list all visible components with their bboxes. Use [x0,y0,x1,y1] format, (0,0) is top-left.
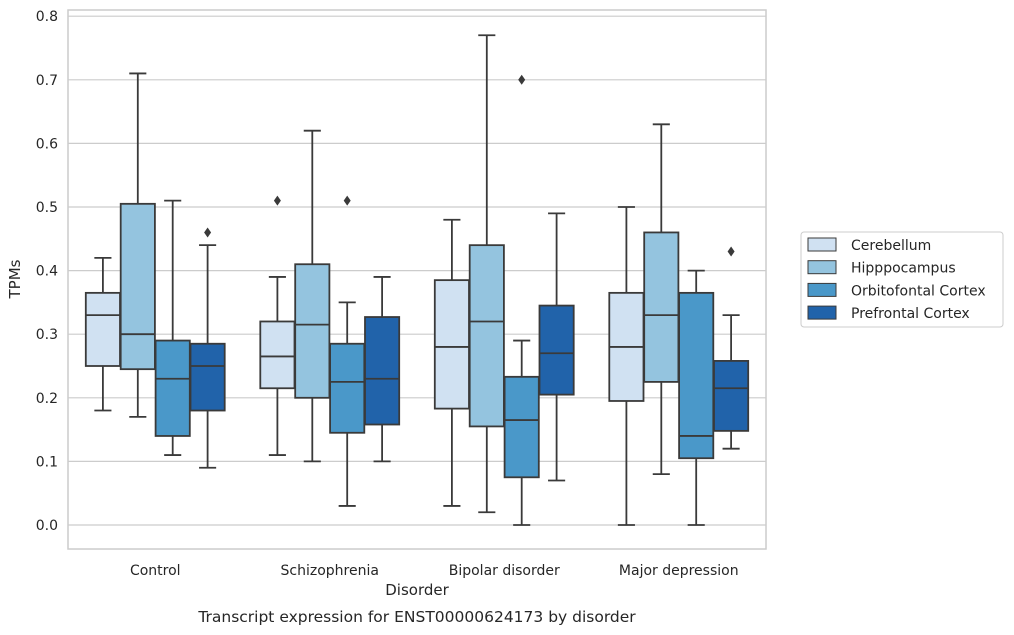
box-cerebellum [608,206,645,526]
box-hipppocampus [643,123,680,476]
box-hipppocampus [468,34,505,514]
iqr-box [329,342,366,434]
legend-label: Cerebellum [851,238,931,254]
legend-swatch [807,305,837,320]
iqr-box [468,244,505,428]
y-tick-label: 0.5 [36,200,58,216]
outlier-point [204,227,212,238]
iqr-box [538,304,575,396]
outlier-point [727,246,735,257]
y-axis-title: TPMs [6,259,24,299]
legend-frame [800,231,1004,328]
x-tick-labels: Control Schizophrenia Bipolar disorder Majo… [130,563,739,579]
y-tick-label: 0.8 [36,9,58,25]
legend-swatch [807,260,837,275]
box-cerebellum [84,256,121,412]
x-tick-label: Bipolar disorder [449,563,560,579]
iqr-box [154,339,191,437]
y-tick-label: 0.4 [36,264,58,280]
plot-frame [67,9,767,550]
legend-swatch [807,237,837,252]
x-tick-label: Schizophrenia [281,563,379,579]
x-tick-label: Major depression [619,563,739,579]
outlier-point [343,195,351,206]
iqr-box [84,291,121,367]
x-axis-title: Disorder [385,581,449,599]
box-cerebellum [433,218,470,507]
iqr-box [119,202,156,371]
iqr-box [259,320,296,390]
iqr-box [678,291,715,460]
legend-label: Prefrontal Cortex [851,306,970,322]
box-prefrontal-cortex [364,276,401,463]
box-orbitofontal-cortex [503,74,540,526]
figure-caption: Transcript expression for ENST0000062417… [197,608,636,626]
box-hipppocampus [294,129,331,463]
box-orbitofontal-cortex [329,195,366,507]
legend-label: Orbitofontal Cortex [851,283,986,299]
box-cerebellum [259,195,296,456]
iqr-box [503,375,540,479]
y-tick-label: 0.7 [36,73,58,89]
y-tick-labels: 0.0 0.1 0.2 0.3 0.4 0.5 0.6 0.7 0.8 [36,9,58,534]
iqr-box [713,360,750,432]
iqr-box [294,263,331,399]
box-prefrontal-cortex [713,246,750,450]
box-hipppocampus [119,72,156,418]
y-tick-label: 0.2 [36,391,58,407]
box-prefrontal-cortex [189,227,226,469]
legend: Cerebellum Hipppocampus Orbitofontal Corte… [800,231,1004,328]
legend-label: Hipppocampus [851,261,956,277]
outlier-point [518,74,526,85]
y-tick-label: 0.1 [36,454,58,470]
iqr-box [433,279,470,410]
iqr-box [643,231,680,383]
box-prefrontal-cortex [538,212,575,482]
y-tick-label: 0.3 [36,327,58,343]
y-tick-label: 0.0 [36,518,58,534]
box-orbitofontal-cortex [154,199,191,456]
outlier-point [273,195,281,206]
x-tick-label: Control [130,563,181,579]
legend-swatch [807,282,837,297]
iqr-box [364,316,401,426]
iqr-box [189,342,226,412]
box-orbitofontal-cortex [678,269,715,526]
box-groups [84,34,750,526]
y-tick-label: 0.6 [36,136,58,152]
